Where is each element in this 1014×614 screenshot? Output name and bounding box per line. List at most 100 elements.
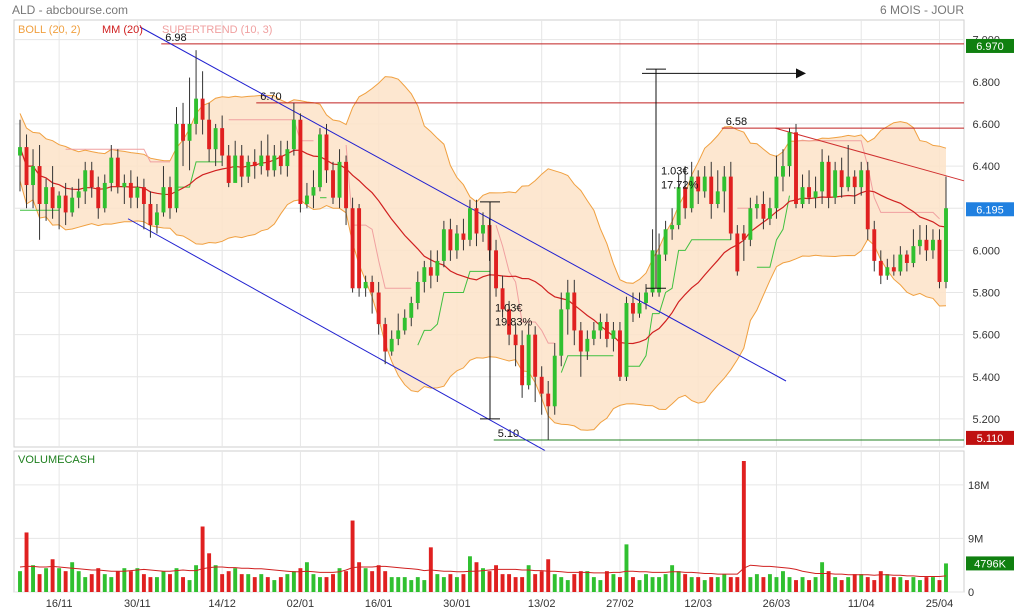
volume-bar <box>513 577 518 592</box>
volume-average-line <box>19 564 947 577</box>
volume-bars <box>18 461 948 592</box>
price-tick-label: 6.000 <box>972 245 1000 257</box>
support-tag-bg <box>966 430 1014 445</box>
candle-body <box>578 330 583 352</box>
volume-bar <box>722 574 727 592</box>
candle-body <box>683 187 688 209</box>
period-label: 6 MOIS - JOUR <box>880 3 964 17</box>
candle-body <box>585 338 590 352</box>
volume-bar <box>396 577 401 592</box>
volume-bar <box>813 577 818 592</box>
candle-body <box>37 166 42 204</box>
volume-bar <box>702 580 707 592</box>
volume-ma-line <box>19 564 947 577</box>
candle-body <box>50 187 55 209</box>
candle-body <box>611 330 616 339</box>
volume-bar <box>937 580 942 592</box>
candle-body <box>415 281 420 304</box>
volume-bar <box>689 577 694 592</box>
volume-bar <box>141 574 146 592</box>
candle-body <box>376 292 381 325</box>
candle-body <box>931 239 935 251</box>
candle-body <box>252 161 257 167</box>
volume-bar <box>357 562 362 592</box>
candle-body <box>526 334 531 386</box>
volume-bar <box>637 580 642 592</box>
candle-body <box>872 229 877 261</box>
volume-bar <box>839 580 844 592</box>
volume-bar <box>441 577 446 592</box>
candle-body <box>278 155 283 167</box>
volume-bar <box>102 574 107 592</box>
supertrend-segment <box>345 144 412 289</box>
candle-body <box>689 176 694 209</box>
candle-body <box>396 330 401 339</box>
volume-bar <box>872 580 877 592</box>
candle-body <box>102 182 107 209</box>
candle-body <box>846 176 851 188</box>
candle-body <box>70 197 75 213</box>
projection-arrowhead <box>796 68 806 79</box>
candle-body <box>200 98 205 120</box>
candle-body <box>187 123 192 141</box>
volume-bar <box>474 562 479 592</box>
volume-bar <box>846 577 851 592</box>
volume-bar <box>135 568 140 592</box>
volume-bar <box>546 559 551 592</box>
candle-body <box>663 229 668 255</box>
volume-bar <box>820 562 825 592</box>
candle-body <box>24 147 29 186</box>
candle-body <box>337 161 342 198</box>
candle-body <box>715 191 720 204</box>
volume-bar <box>598 580 603 592</box>
candle-body <box>122 182 127 188</box>
candle-body <box>644 292 648 304</box>
volume-bar <box>891 577 896 592</box>
volume-bar <box>683 574 688 592</box>
candle-body <box>539 376 544 394</box>
x-tick-label: 25/04 <box>926 598 954 610</box>
candle-body <box>141 187 146 204</box>
legend-mm: MM (20) <box>102 24 143 36</box>
candle-body <box>363 281 368 289</box>
volume-bar <box>931 577 935 592</box>
volume-bar <box>781 571 785 592</box>
candle-body <box>324 134 329 171</box>
volume-bar <box>787 577 792 592</box>
candle-body <box>89 170 94 188</box>
candle-body <box>63 195 68 213</box>
volume-bar <box>435 574 440 592</box>
candle-body <box>885 267 890 276</box>
candle-body <box>944 208 948 282</box>
volume-bar <box>461 574 466 592</box>
candle-body <box>761 204 766 219</box>
supertrend-segment <box>417 270 490 346</box>
volume-bar <box>226 571 231 592</box>
candle-body <box>83 170 88 192</box>
candle-body <box>246 161 251 177</box>
candle-body <box>520 345 525 386</box>
candle-body <box>500 288 505 310</box>
price-tick-label: 6.800 <box>972 77 1000 89</box>
resistance-trendline <box>774 127 965 182</box>
volume-bar <box>767 574 772 592</box>
volume-bar <box>409 580 414 592</box>
candle-body <box>787 132 792 167</box>
volume-bar <box>644 574 648 592</box>
candle-body <box>748 208 753 240</box>
volume-bar <box>148 577 153 592</box>
legend-supertrend: SUPERTREND (10, 3) <box>162 24 272 36</box>
volume-bar <box>115 571 120 592</box>
volume-tick-label: 0 <box>968 587 974 599</box>
candle-body <box>794 132 798 204</box>
volume-bar <box>83 577 88 592</box>
volume-bar <box>807 580 812 592</box>
candle-body <box>357 208 362 289</box>
volume-bar <box>233 568 238 592</box>
candle-body <box>265 155 270 171</box>
candle-body <box>604 322 609 339</box>
volume-bar <box>285 574 290 592</box>
volume-bar <box>122 568 127 592</box>
bollinger-lower <box>19 180 947 431</box>
